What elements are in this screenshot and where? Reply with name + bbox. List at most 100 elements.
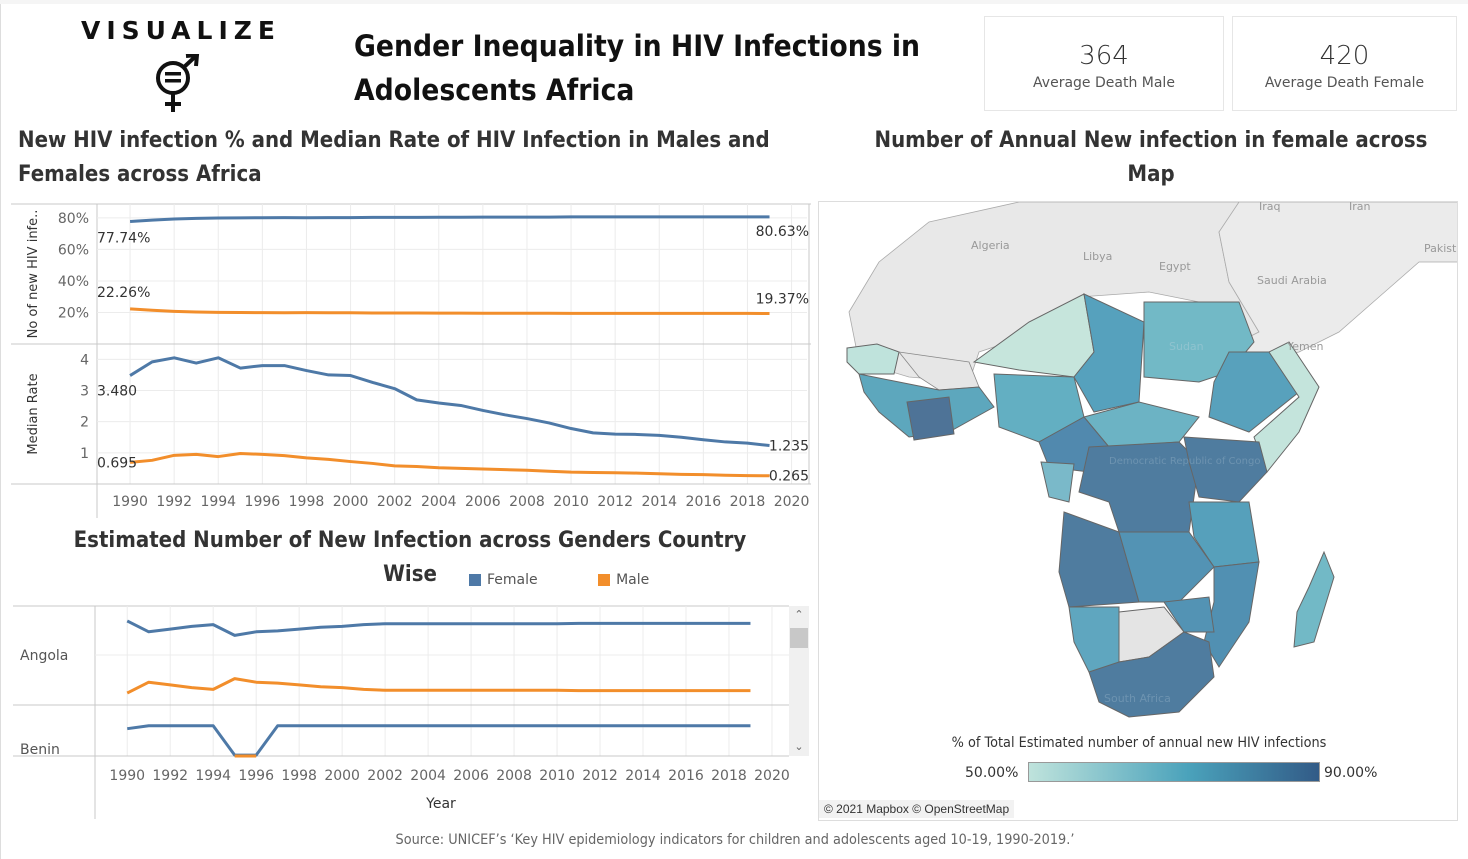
data-label-end: 80.63% [756,224,809,240]
trend-chart-title: New HIV infection % and Median Rate of H… [18,128,770,187]
legend-item-female[interactable]: Female [469,572,538,588]
map-canvas[interactable]: Algeria Libya Egypt Iraq Iran Saudi Arab… [819,202,1458,821]
map-label-pakistan: Pakist [1424,242,1457,255]
y-tick-label: 4 [80,352,89,368]
brand-wordmark: VISUALIZE [81,16,281,45]
dashboard-title: Gender Inequality in HIV Infections in A… [354,29,921,107]
map-label-south-africa: South Africa [1104,692,1171,705]
y-tick-label: 80% [58,211,89,227]
kpi-card-male[interactable]: 364 Average Death Male [984,16,1224,111]
region-gabon [1040,461,1075,503]
legend: Female Male [469,572,649,591]
x-tick-label: 2008 [509,494,545,510]
region-madagascar [1293,550,1335,648]
y-tick-label: 3 [80,384,89,400]
y-tick-label: 60% [58,242,89,258]
row-label-benin: Benin [20,742,60,758]
map-label-egypt: Egypt [1159,260,1191,273]
y-tick-label: 2 [80,415,89,431]
choropleth-map[interactable]: Algeria Libya Egypt Iraq Iran Saudi Arab… [818,201,1458,821]
x-tick-label: 1996 [238,768,274,784]
y-tick-label: 20% [58,305,89,321]
region-zimbabwe [1163,596,1215,633]
x-tick-label: 2014 [625,768,661,784]
map-label-sudan: Sudan [1169,340,1204,353]
series-line-male [126,677,751,695]
x-tick-label: 2010 [539,768,575,784]
x-tick-label: 1994 [195,768,231,784]
kpi-value: 420 [1319,41,1370,71]
scroll-up-icon[interactable]: ⌃ [794,609,804,621]
data-label-end: 19.37% [756,291,809,307]
data-label-start: 22.26% [97,285,150,301]
series-line-female [129,215,770,223]
map-label-saudi-arabia: Saudi Arabia [1257,274,1327,287]
data-label-start: 3.480 [97,384,137,400]
x-tick-label: 2006 [453,768,489,784]
trend-chart[interactable]: 20% 40% 60% 80% No of new HIV infe.. 77.74% 80… [11,200,811,518]
source-note: Source: UNICEF’s ‘Key HIV epidemiology i… [395,832,1075,848]
x-tick-label: 2004 [421,494,457,510]
x-axis-title: Year [425,796,456,812]
country-chart-scrollbar[interactable]: ⌃ ⌄ [789,606,809,756]
region-angola [1058,511,1140,608]
x-tick-label: 2012 [597,494,633,510]
x-tick-label: 1990 [112,494,148,510]
x-tick-label: 2000 [324,768,360,784]
country-chart-title: Estimated Number of New Infection across… [41,524,779,592]
x-tick-label: 2020 [774,494,810,510]
x-tick-label: 1998 [289,494,325,510]
x-tick-label: 1990 [109,768,145,784]
gender-equality-icon [156,54,200,112]
series-line-male [129,307,770,315]
map-label-drc: Democratic Republic of Congo [1109,456,1260,467]
kpi-card-female[interactable]: 420 Average Death Female [1232,16,1457,111]
x-tick-label: 2016 [686,494,722,510]
x-tick-label: 1998 [281,768,317,784]
country-chart-title-text: Estimated Number of New Infection across… [73,528,747,587]
map-legend-max: 90.00% [1324,765,1378,781]
kpi-value: 364 [1079,41,1129,71]
map-title: Number of Annual New infection in female… [836,124,1466,192]
y-tick-label: 1 [80,446,89,462]
region-south-africa [1088,631,1215,718]
x-tick-label: 2014 [641,494,677,510]
row-label-angola: Angola [20,648,68,664]
scroll-thumb[interactable] [790,628,808,648]
map-color-scale [1028,762,1320,782]
x-tick-label: 2008 [496,768,532,784]
land-arabia [1218,202,1457,363]
x-tick-label: 2018 [730,494,766,510]
region-cote-divoire [906,396,955,441]
country-chart[interactable]: Angola Benin 1990 1992 1994 1996 1998 2000 2002 2… [11,604,791,819]
data-label-start: 0.695 [97,455,137,471]
x-tick-label: 1992 [156,494,192,510]
x-tick-label: 2000 [333,494,369,510]
data-label-end: 1.235 [769,439,809,455]
series-line-male [129,451,770,478]
region-somalia [1253,341,1320,474]
scroll-down-icon[interactable]: ⌄ [794,741,804,753]
data-label-start: 77.74% [97,230,150,246]
legend-item-male[interactable]: Male [598,572,649,588]
x-tick-label: 2006 [465,494,501,510]
x-tick-label: 2016 [668,768,704,784]
map-attribution[interactable]: © 2021 Mapbox © OpenStreetMap [819,800,1015,818]
x-tick-label: 1996 [245,494,281,510]
legend-label: Male [616,572,650,588]
series-line-female [129,356,770,448]
map-label-yemen: Yemen [1286,340,1324,353]
map-title-text: Number of Annual New infection in female… [874,128,1428,187]
x-tick-label: 1994 [200,494,236,510]
x-tick-label: 1992 [152,768,188,784]
dashboard: VISUALIZE Gender Inequality in HIV Infec… [0,4,1468,859]
map-legend-min: 50.00% [965,765,1019,781]
x-tick-label: 2010 [553,494,589,510]
map-label-iraq: Iraq [1259,202,1281,213]
y-axis-title: Median Rate [26,373,41,454]
map-label-libya: Libya [1083,250,1112,263]
x-tick-label: 2002 [377,494,413,510]
kpi-label: Average Death Male [1033,75,1175,91]
x-tick-label: 2004 [410,768,446,784]
map-label-iran: Iran [1349,202,1371,213]
